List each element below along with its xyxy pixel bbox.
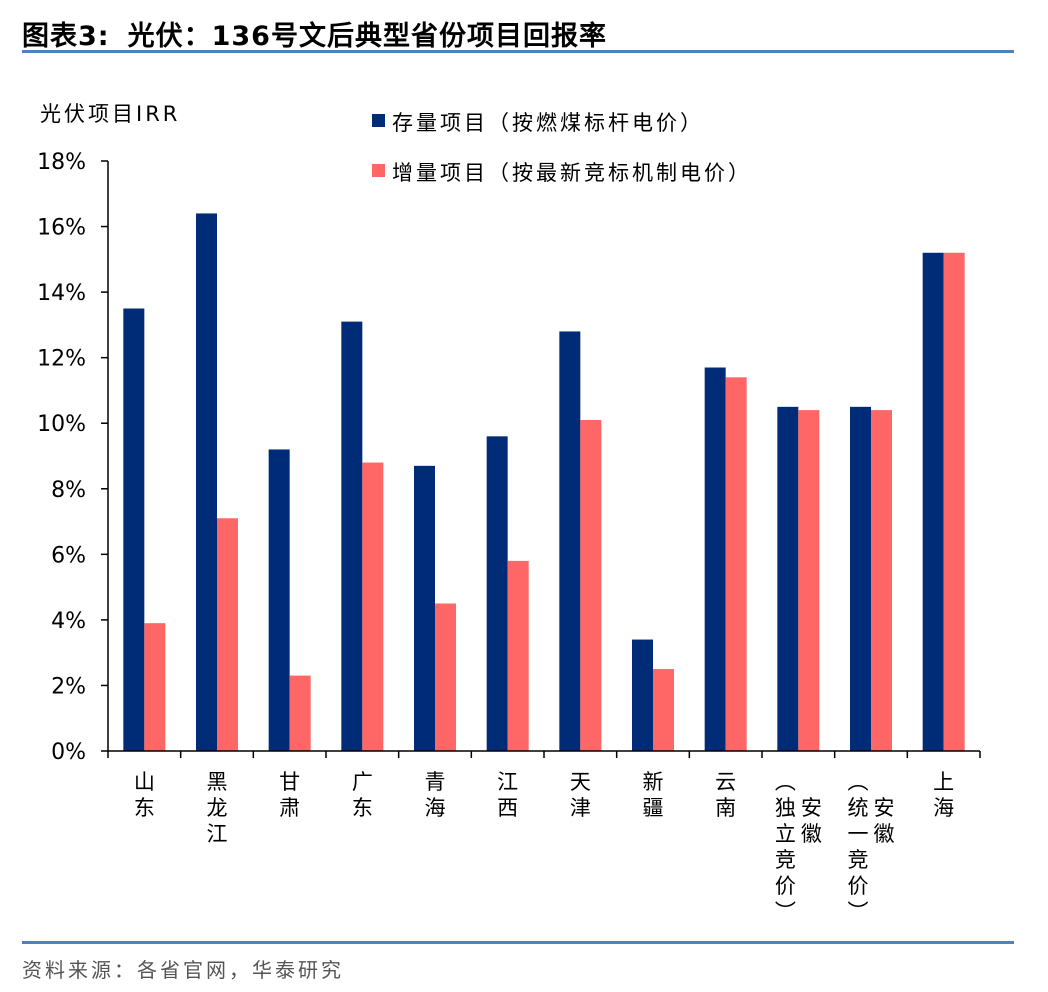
x-label-11-0-0: 上	[933, 770, 954, 794]
bar-s1-1	[196, 213, 217, 751]
x-label-0-0-1: 东	[134, 796, 155, 820]
bar-s1-3	[341, 321, 363, 751]
bar-s2-5	[507, 560, 529, 751]
bottom-divider	[22, 941, 1014, 944]
x-label-3-0-1: 东	[352, 796, 373, 820]
y-tick-label-2: 4%	[51, 609, 86, 634]
x-label-6-0-0: 天	[570, 770, 591, 794]
bar-s2-10	[871, 410, 892, 751]
y-axis-title: 光伏项目IRR	[40, 102, 180, 126]
bar-s1-5	[486, 436, 508, 751]
x-label-10-0-2: 一	[848, 822, 869, 846]
legend-swatch-2	[372, 164, 385, 177]
bar-s1-8	[704, 367, 726, 751]
bar-s2-11	[943, 252, 965, 751]
x-label-4-0-0: 青	[425, 770, 446, 794]
bar-chart: 光伏项目IRR0%2%4%6%8%10%12%14%16%18%山东黑龙江甘肃广…	[37, 102, 981, 924]
y-tick-label-3: 6%	[51, 543, 86, 568]
bar-s2-3	[362, 462, 384, 751]
bar-s2-1	[217, 518, 238, 751]
x-label-6-0-1: 津	[570, 796, 591, 820]
x-label-1-0-1: 龙	[207, 796, 228, 820]
x-label-10-1-1: 安	[874, 796, 895, 820]
bar-s1-11	[922, 252, 944, 751]
x-label-1-0-2: 江	[207, 822, 228, 846]
x-label-2-0-0: 甘	[279, 770, 300, 794]
x-label-10-0-3: 竞	[848, 848, 869, 872]
x-label-1-0-0: 黑	[207, 770, 228, 794]
y-tick-label-9: 18%	[37, 150, 86, 175]
figure-title-text: 光伏：136号文后典型省份项目回报率	[127, 21, 607, 52]
bar-s2-0	[144, 623, 166, 751]
x-label-10-0-5: ︶	[848, 900, 869, 924]
bar-s2-4	[435, 603, 456, 751]
x-label-10-0-0: ︵	[848, 770, 869, 794]
x-label-7-0-1: 疆	[643, 796, 664, 820]
x-label-9-0-1: 独	[775, 796, 796, 820]
bar-s1-0	[123, 308, 145, 751]
y-tick-label-0: 0%	[51, 740, 86, 765]
x-label-7-0-0: 新	[643, 770, 664, 794]
x-label-8-0-1: 南	[715, 796, 736, 820]
x-label-9-0-3: 竞	[775, 848, 796, 872]
x-label-8-0-0: 云	[715, 770, 736, 794]
x-label-10-0-1: 统	[848, 796, 869, 820]
bar-s1-7	[632, 639, 653, 751]
x-label-11-0-1: 海	[933, 796, 954, 820]
x-label-9-1-2: 徽	[801, 822, 822, 846]
x-label-9-0-2: 立	[775, 822, 796, 846]
legend-label-1: 存量项目（按燃煤标杆电价）	[392, 111, 704, 135]
legend-swatch-1	[372, 114, 385, 127]
x-label-3-0-0: 广	[352, 770, 373, 794]
top-divider	[22, 50, 1014, 53]
y-tick-label-5: 10%	[37, 412, 86, 437]
x-label-10-0-4: 价	[848, 874, 869, 898]
y-tick-label-4: 8%	[51, 478, 86, 503]
source-note: 资料来源：各省官网，华泰研究	[22, 958, 344, 982]
x-label-4-0-1: 海	[425, 796, 446, 820]
y-tick-label-7: 14%	[37, 281, 86, 306]
bar-s1-4	[414, 465, 435, 751]
bar-s2-2	[289, 675, 311, 751]
bar-s1-2	[268, 449, 290, 751]
x-label-9-0-0: ︵	[775, 770, 796, 794]
x-label-9-0-5: ︶	[775, 900, 796, 924]
bar-s2-9	[798, 410, 820, 751]
legend-label-2: 增量项目（按最新竞标机制电价）	[392, 161, 752, 185]
x-label-5-0-1: 西	[497, 796, 518, 820]
figure-number: 图表3:	[22, 21, 110, 52]
bar-s1-9	[777, 406, 799, 751]
x-label-9-0-4: 价	[775, 874, 796, 898]
x-label-9-1-1: 安	[801, 796, 822, 820]
bar-s1-10	[850, 406, 871, 751]
x-label-5-0-0: 江	[497, 770, 518, 794]
x-label-2-0-1: 肃	[279, 796, 300, 820]
bar-s2-6	[580, 419, 602, 751]
y-tick-label-8: 16%	[37, 216, 86, 241]
y-tick-label-1: 2%	[51, 674, 86, 699]
x-label-0-0-0: 山	[134, 770, 155, 794]
bar-s2-8	[725, 377, 747, 751]
bar-s1-6	[559, 331, 581, 751]
bar-s2-7	[653, 669, 674, 751]
figure-title: 图表3: 光伏：136号文后典型省份项目回报率	[22, 14, 607, 53]
y-tick-label-6: 12%	[37, 347, 86, 372]
x-label-10-1-2: 徽	[874, 822, 895, 846]
